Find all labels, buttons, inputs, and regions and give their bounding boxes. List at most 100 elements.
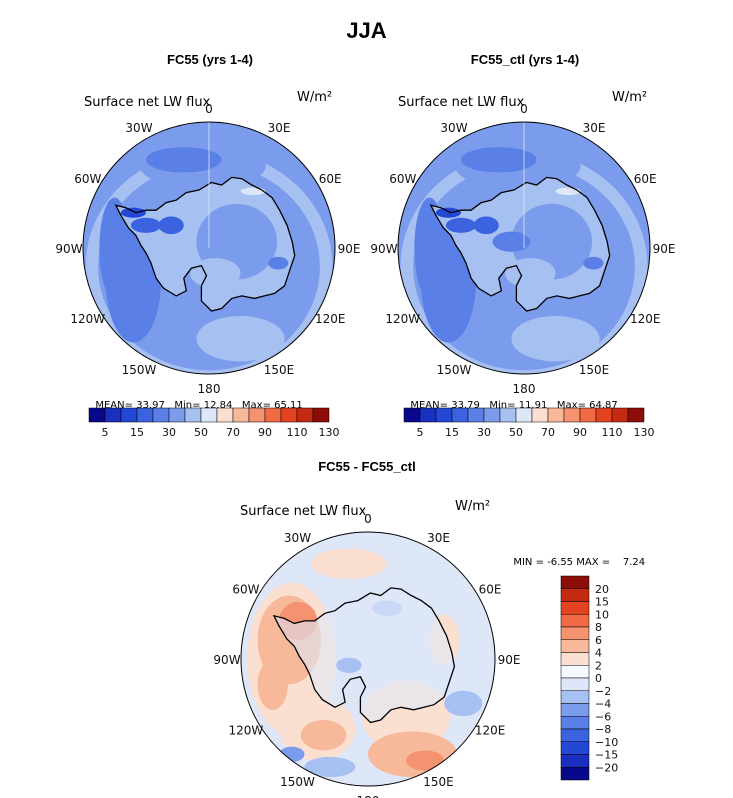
colorbar-swatch (560, 728, 590, 742)
colorbar-swatch (560, 754, 590, 768)
longitude-label: 90W (213, 653, 240, 667)
colorbar-swatch (595, 407, 613, 423)
colorbar-tick-label: −8 (595, 723, 611, 736)
colorbar-swatch (560, 741, 590, 755)
colorbar-tick-label: 10 (595, 608, 609, 621)
colorbar-tick-label: 15 (595, 596, 609, 609)
colorbar-swatch (184, 407, 202, 423)
colorbar-tick-label: −10 (595, 736, 618, 749)
colorbar-swatch (419, 407, 437, 423)
longitude-label: 150W (122, 363, 157, 377)
panel1-field-label: Surface net LW flux (84, 95, 211, 110)
panel3-stats: MIN = -6.55 MAX = 7.24 (507, 546, 645, 568)
colorbar-tick-label: 8 (595, 621, 602, 634)
colorbar-tick-label: 15 (445, 426, 459, 439)
colorbar-swatch (560, 601, 590, 615)
panel2-min: 11.91 (518, 400, 548, 411)
colorbar-swatch (560, 665, 590, 679)
colorbar-tick-label: −2 (595, 685, 611, 698)
longitude-label: 90W (55, 242, 82, 256)
colorbar-tick-label: 110 (287, 426, 308, 439)
colorbar-tick-label: 6 (595, 634, 602, 647)
colorbar-tick-label: −15 (595, 749, 618, 762)
panel2-field-label: Surface net LW flux (398, 95, 525, 110)
colorbar-tick-label: −4 (595, 698, 611, 711)
panel3-min: -6.55 (547, 557, 574, 568)
colorbar-tick-label: −6 (595, 710, 611, 723)
longitude-label: 30W (284, 531, 311, 545)
colorbar-swatch (467, 407, 485, 423)
longitude-label: 30E (583, 121, 606, 135)
colorbar-tick-label: 15 (130, 426, 144, 439)
colorbar-swatch (451, 407, 469, 423)
colorbar-swatch (611, 407, 629, 423)
longitude-label: 60W (74, 172, 101, 186)
longitude-label: 120E (315, 312, 346, 326)
longitude-label: 90E (338, 242, 361, 256)
panel3-field-label: Surface net LW flux (240, 504, 367, 519)
panel2-units: W/m² (612, 90, 648, 105)
colorbar-swatch (168, 407, 186, 423)
panel2-mean-label: MEAN= (410, 400, 449, 411)
longitude-label: 180 (513, 382, 536, 396)
colorbar-swatch (312, 407, 330, 423)
longitude-label: 150W (280, 775, 315, 789)
page-title: JJA (346, 18, 387, 43)
colorbar-tick-label: 130 (634, 426, 655, 439)
colorbar-tick-label: 4 (595, 647, 602, 660)
panel1-units: W/m² (297, 90, 333, 105)
colorbar-fc55: 5 15 30 50 70 90 110 130 (88, 407, 340, 439)
longitude-label: 30W (440, 121, 467, 135)
longitude-label: 180 (198, 382, 221, 396)
map-difference (240, 531, 496, 787)
longitude-label: 150E (423, 775, 454, 789)
longitude-label: 120E (475, 724, 506, 738)
longitude-label: 30W (125, 121, 152, 135)
colorbar-tick-label: 90 (258, 426, 272, 439)
colorbar-swatch (579, 407, 597, 423)
colorbar-fc55-ctl: 5 15 30 50 70 90 110 130 (403, 407, 655, 439)
colorbar-swatch (560, 716, 590, 730)
longitude-label: 120W (385, 312, 420, 326)
longitude-label: 120W (229, 724, 264, 738)
colorbar-swatch (152, 407, 170, 423)
colorbar-tick-label: 70 (226, 426, 240, 439)
colorbar-swatch (531, 407, 549, 423)
colorbar-swatch (232, 407, 250, 423)
colorbar-swatch (560, 677, 590, 691)
colorbar-tick-label: 130 (319, 426, 340, 439)
longitude-label: 90E (498, 653, 521, 667)
longitude-label: 150E (579, 363, 610, 377)
colorbar-swatch (560, 690, 590, 704)
colorbar-swatch (627, 407, 645, 423)
colorbar-swatch (435, 407, 453, 423)
panel1-max: 65.11 (274, 400, 303, 411)
colorbar-swatch (216, 407, 234, 423)
panel2-title: FC55_ctl (yrs 1-4) (470, 52, 580, 67)
longitude-label: 150E (264, 363, 295, 377)
colorbar-swatch (136, 407, 154, 423)
colorbar-swatch (88, 407, 106, 423)
colorbar-swatch (403, 407, 421, 423)
panel2-max: 64.87 (589, 400, 618, 411)
colorbar-tick-label: 50 (194, 426, 208, 439)
longitude-label: 60W (232, 583, 259, 597)
colorbar-tick-label: 90 (573, 426, 587, 439)
colorbar-swatch (248, 407, 266, 423)
colorbar-tick-label: 2 (595, 659, 602, 672)
colorbar-tick-label: −20 (595, 761, 618, 774)
colorbar-swatch (483, 407, 501, 423)
panel1-max-label: Max= (241, 400, 271, 411)
map-fc55 (82, 121, 336, 375)
colorbar-swatch (560, 626, 590, 640)
longitude-label: 120W (70, 312, 105, 326)
colorbar-swatch (560, 575, 590, 589)
colorbar-tick-label: 50 (509, 426, 523, 439)
panel2-max-label: Max= (556, 400, 586, 411)
longitude-label: 120E (630, 312, 661, 326)
colorbar-tick-label: 0 (595, 672, 602, 685)
colorbar-tick-label: 70 (541, 426, 555, 439)
colorbar-swatch (560, 588, 590, 602)
longitude-label: 0 (520, 102, 528, 116)
longitude-label: 60W (389, 172, 416, 186)
